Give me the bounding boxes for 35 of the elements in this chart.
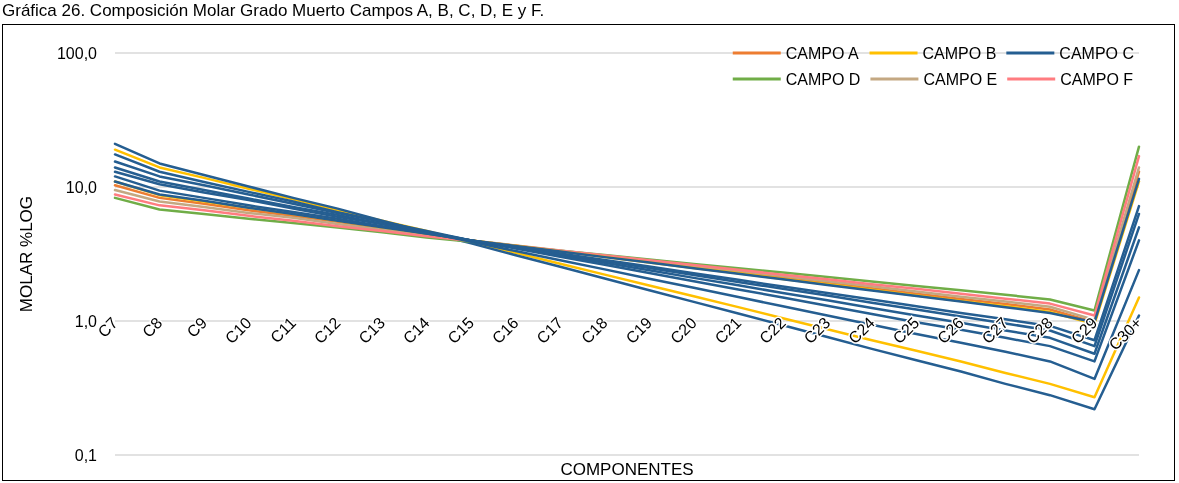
x-tick-label: C11 [267,314,300,347]
x-tick-label: C26 [934,314,967,347]
x-tick-label: C14 [399,314,433,347]
y-tick-label: 1,0 [74,312,98,330]
x-axis-title: COMPONENTES [560,460,694,479]
x-tick-label: C16 [488,314,522,347]
legend-label: CAMPO B [922,44,997,62]
x-tick-label: C18 [577,314,611,347]
x-tick-label: C28 [1023,314,1057,347]
y-tick-label: 10,0 [65,178,98,196]
legend-label: CAMPO D [785,70,861,88]
x-tick-label: C23 [800,314,834,347]
x-tick-label: C13 [355,314,389,347]
chart-title: Gráfica 26. Composición Molar Grado Muerto Campos A, B, C, D, E y F. [2,1,545,21]
x-tick-label: C29 [1067,314,1101,347]
legend-label: CAMPO A [785,44,859,62]
x-tick-label: C9 [183,314,211,341]
legend-label: CAMPO F [1060,70,1134,88]
y-tick-label: 0,1 [74,446,98,464]
y-axis-title: MOLAR %LOG [17,195,36,313]
x-tick-label: C12 [310,314,344,347]
x-tick-label: C25 [889,314,923,347]
x-tick-label: C15 [444,314,478,347]
x-tick-label: C27 [978,314,1012,347]
x-tick-label: C21 [711,314,745,347]
x-tick-label: C22 [756,314,789,347]
x-tick-label: C8 [139,314,166,341]
y-tick-label: 100,0 [56,44,98,62]
legend-label: CAMPO E [923,70,998,88]
x-tick-label: C10 [221,314,255,347]
x-tick-label: C20 [667,314,700,347]
x-tick-label: C19 [622,314,656,347]
x-tick-label: C24 [845,314,878,347]
x-tick-label: C17 [533,314,567,347]
legend-label: CAMPO C [1059,44,1134,62]
